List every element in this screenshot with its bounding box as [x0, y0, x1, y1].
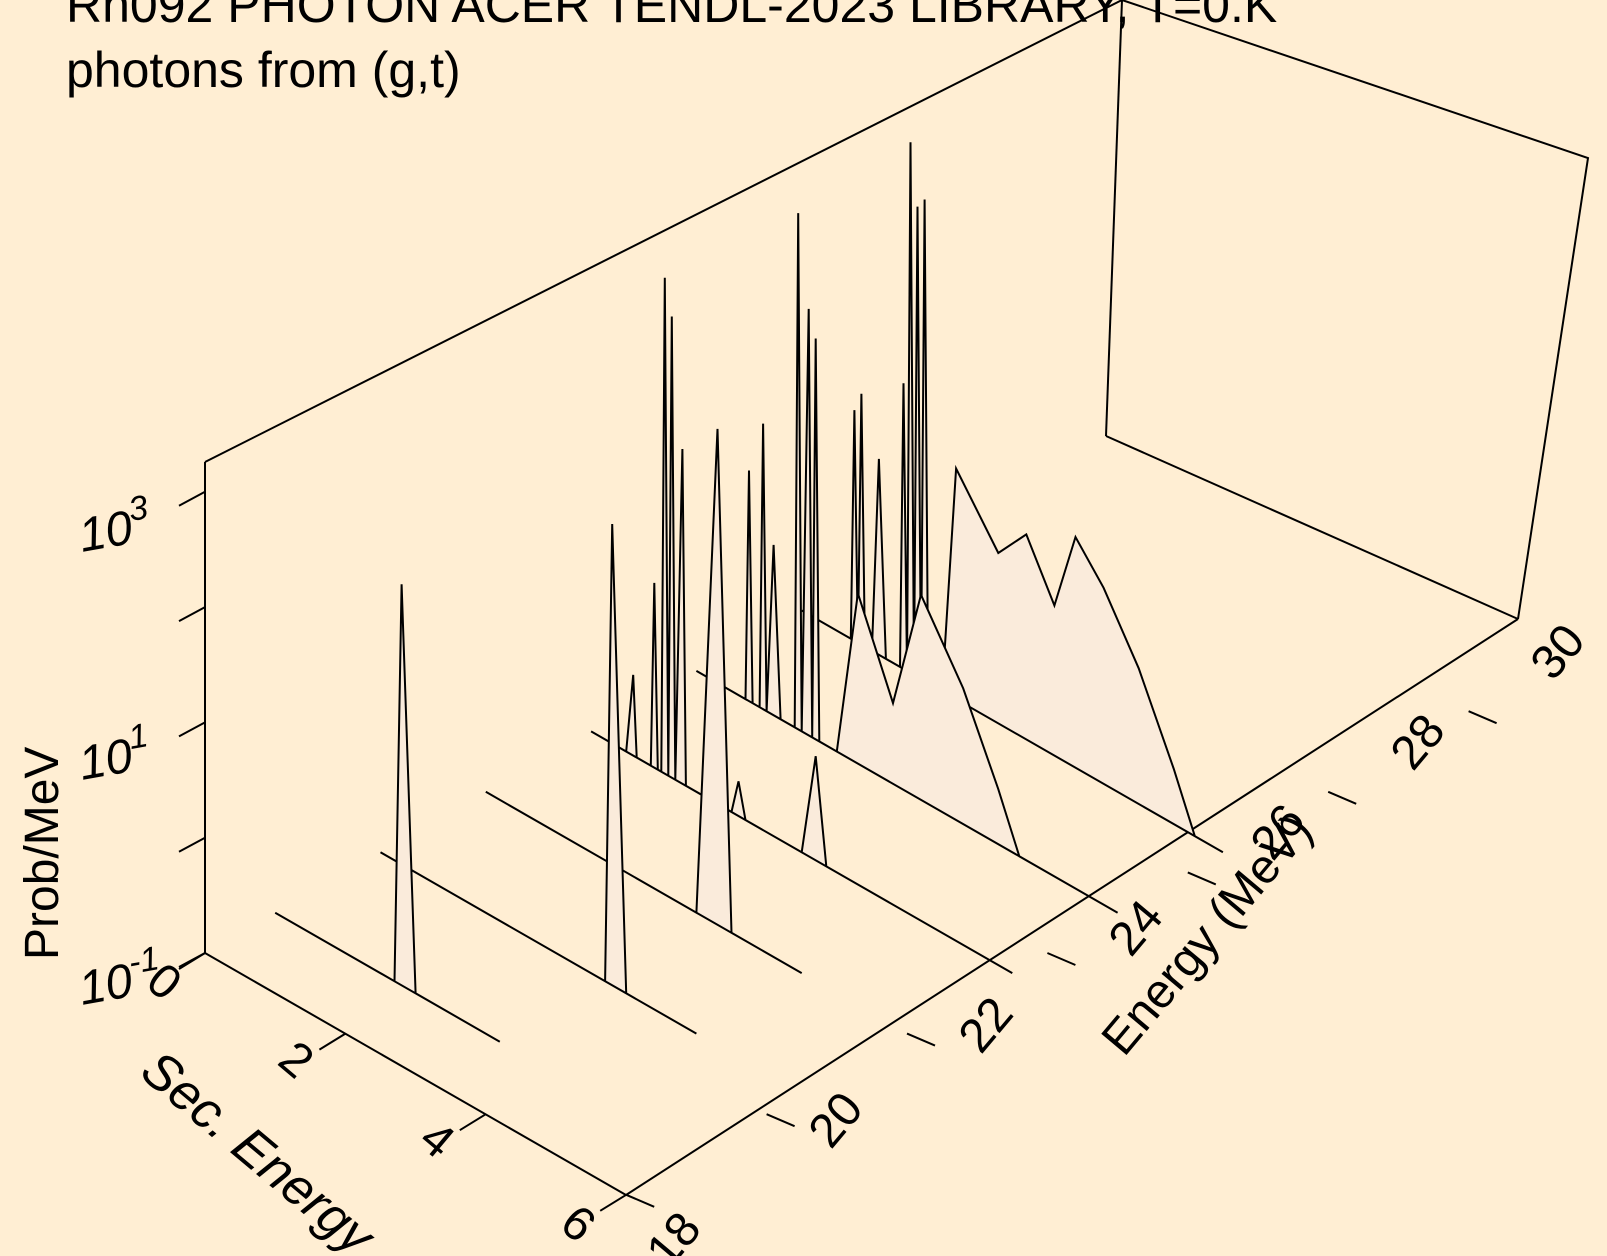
sec-energy-axis-title: Sec. Energy	[130, 1040, 387, 1256]
z-tick-base: 10	[75, 954, 137, 1016]
frame-back-vertical	[1105, 0, 1123, 437]
energy-tick	[766, 1113, 795, 1128]
z-tick-label-10: 101	[73, 716, 155, 791]
sec-energy-axis-line	[204, 952, 627, 1196]
z-tick	[178, 606, 206, 622]
z-tick-base: 10	[75, 729, 137, 791]
svg-text:10-1: 10-1	[73, 939, 166, 1016]
chart-title-line2: photons from (g,t)	[66, 42, 461, 98]
sec-energy-tick-label: 4	[410, 1111, 465, 1169]
z-tick-base: 10	[75, 501, 137, 563]
energy-tick-label: 30	[1521, 615, 1596, 690]
z-tick-label-1000: 103	[73, 488, 155, 563]
spectrum-series	[380, 523, 697, 1035]
sec-energy-tick	[459, 1113, 487, 1132]
sec-energy-tick-label: 6	[551, 1195, 606, 1253]
spectra	[274, 142, 1224, 1043]
frame-back-floor-edge	[1105, 435, 1519, 620]
energy-tick-label: 28	[1381, 705, 1456, 780]
energy-tick	[1187, 871, 1217, 886]
spectrum-series	[274, 584, 501, 1043]
z-tick	[178, 721, 206, 738]
energy-tick	[625, 1193, 655, 1208]
energy-tick-label: 20	[799, 1083, 874, 1158]
spectrum-series	[590, 277, 1013, 974]
z-tick	[178, 490, 206, 507]
energy-tick	[906, 1032, 936, 1047]
z-tick-label-0.1: 10-1	[73, 939, 166, 1016]
spectrum-series	[801, 142, 1224, 854]
svg-text:101: 101	[73, 716, 155, 791]
sec-energy-tick	[178, 952, 206, 970]
frame-back-top-edge	[204, 0, 1123, 463]
svg-text:103: 103	[73, 488, 155, 563]
energy-tick	[1047, 952, 1076, 966]
z-axis-title: Prob/MeV	[16, 747, 69, 960]
axis-ticks	[178, 490, 1497, 1212]
sec-energy-tick	[318, 1032, 346, 1051]
energy-tick	[1327, 790, 1357, 805]
energy-tick	[1468, 710, 1497, 725]
energy-tick-label: 18	[637, 1203, 712, 1256]
frame-back-wall	[1121, 0, 1590, 620]
sec-energy-tick-label: 2	[269, 1031, 324, 1089]
chart-title-line1: Rh092 PHOTON ACER TENDL-2023 LIBRARY, T=…	[66, 0, 1277, 33]
z-tick	[178, 836, 206, 853]
energy-axis-line	[625, 618, 1519, 1196]
sec-energy-tick	[599, 1193, 627, 1212]
spectrum-series	[485, 428, 803, 974]
spectrum-series	[695, 213, 1119, 914]
z-tick-exp: -1	[126, 939, 162, 982]
energy-tick-label: 22	[949, 988, 1024, 1063]
